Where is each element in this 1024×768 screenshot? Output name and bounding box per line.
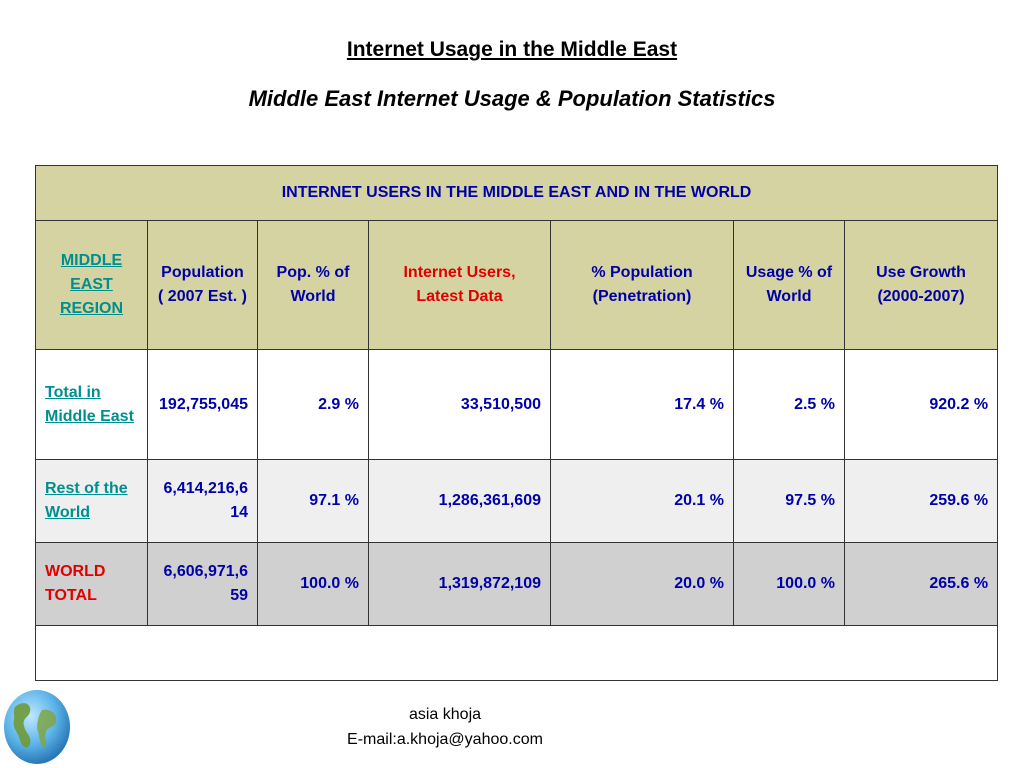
penetration-cell: 17.4 % [550,349,734,460]
table-header-row: MIDDLE EAST REGION Population ( 2007 Est… [35,220,999,350]
penetration-cell: 20.1 % [550,459,734,543]
region-link[interactable]: Rest of the World [45,480,128,521]
table-banner-row: INTERNET USERS IN THE MIDDLE EAST AND IN… [34,165,999,221]
usage-pct-cell: 100.0 % [733,542,845,626]
internet-users-cell: 1,319,872,109 [368,542,551,626]
header-usage-pct: Usage % of World [733,220,845,350]
usage-pct-cell: 2.5 % [733,349,845,460]
header-penetration: % Population (Penetration) [550,220,734,350]
table-row-total: WORLD TOTAL 6,606,971,659 100.0 % 1,319,… [35,542,999,626]
pop-pct-cell: 97.1 % [257,459,369,543]
growth-cell: 259.6 % [843,459,999,543]
page-subtitle: Middle East Internet Usage & Population … [248,86,776,111]
internet-users-cell: 1,286,361,609 [368,459,551,543]
population-cell: 192,755,045 [147,349,258,460]
page-title: Internet Usage in the Middle East [346,38,678,61]
region-cell: WORLD TOTAL [35,542,148,626]
globe-icon [4,690,70,764]
usage-pct-cell: 97.5 % [733,459,845,543]
header-internet-users: Internet Users, Latest Data [368,220,551,350]
region-cell[interactable]: Rest of the World [35,459,148,543]
footer-author: asia khoja [408,706,482,723]
growth-cell: 265.6 % [843,542,999,626]
header-region[interactable]: MIDDLE EAST REGION [35,220,148,350]
population-cell: 6,606,971,659 [147,542,258,626]
footer-email[interactable]: E-mail:a.khoja@yahoo.com [347,731,543,748]
table-row: Rest of the World 6,414,216,614 97.1 % 1… [35,459,999,543]
table-empty-row [34,625,999,681]
pop-pct-cell: 2.9 % [257,349,369,460]
table-banner: INTERNET USERS IN THE MIDDLE EAST AND IN… [34,165,999,221]
stats-table: INTERNET USERS IN THE MIDDLE EAST AND IN… [34,165,999,681]
header-population: Population ( 2007 Est. ) [147,220,258,350]
header-region-link[interactable]: MIDDLE EAST REGION [59,252,124,317]
pop-pct-cell: 100.0 % [257,542,369,626]
region-cell[interactable]: Total in Middle East [35,349,148,460]
internet-users-cell: 33,510,500 [368,349,551,460]
header-growth: Use Growth (2000-2007) [843,220,999,350]
growth-cell: 920.2 % [843,349,999,460]
penetration-cell: 20.0 % [550,542,734,626]
population-cell: 6,414,216,614 [147,459,258,543]
header-pop-pct: Pop. % of World [257,220,369,350]
table-row: Total in Middle East 192,755,045 2.9 % 3… [35,349,999,460]
region-link[interactable]: Total in Middle East [45,383,134,425]
empty-cell [34,625,999,681]
